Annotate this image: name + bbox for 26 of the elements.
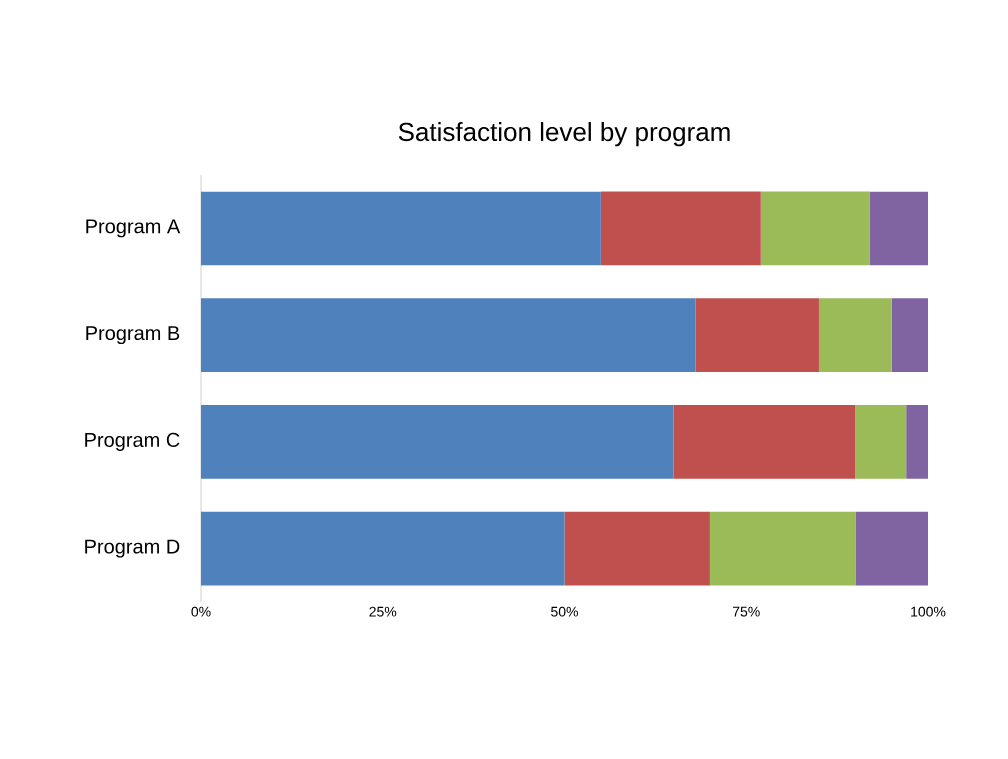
bar — [760, 191, 870, 266]
bar — [600, 191, 761, 266]
bar — [891, 298, 928, 372]
bar — [855, 405, 907, 479]
x-tick-label: 75% — [732, 606, 760, 617]
bar — [818, 298, 892, 372]
y-tick-label: Program D — [85, 539, 180, 558]
bar — [855, 511, 928, 586]
bar — [564, 511, 710, 586]
x-tick-label: 50% — [551, 606, 578, 617]
chart-title: Satisfaction level by program — [398, 122, 730, 147]
y-tick-label: Program C — [85, 432, 180, 451]
bar — [869, 191, 928, 266]
bar — [709, 511, 856, 586]
bar — [695, 298, 819, 372]
bar — [201, 298, 696, 372]
bar — [673, 405, 856, 479]
bar — [201, 405, 674, 479]
y-tick-label: Program A — [86, 219, 181, 238]
bar — [201, 511, 565, 586]
x-tick-label: 100% — [911, 606, 946, 617]
x-tick-label: 0% — [191, 606, 211, 617]
y-tick-label: Program B — [86, 326, 180, 345]
bar — [201, 191, 601, 266]
x-tick-label: 25% — [369, 606, 397, 617]
bar — [906, 405, 928, 479]
